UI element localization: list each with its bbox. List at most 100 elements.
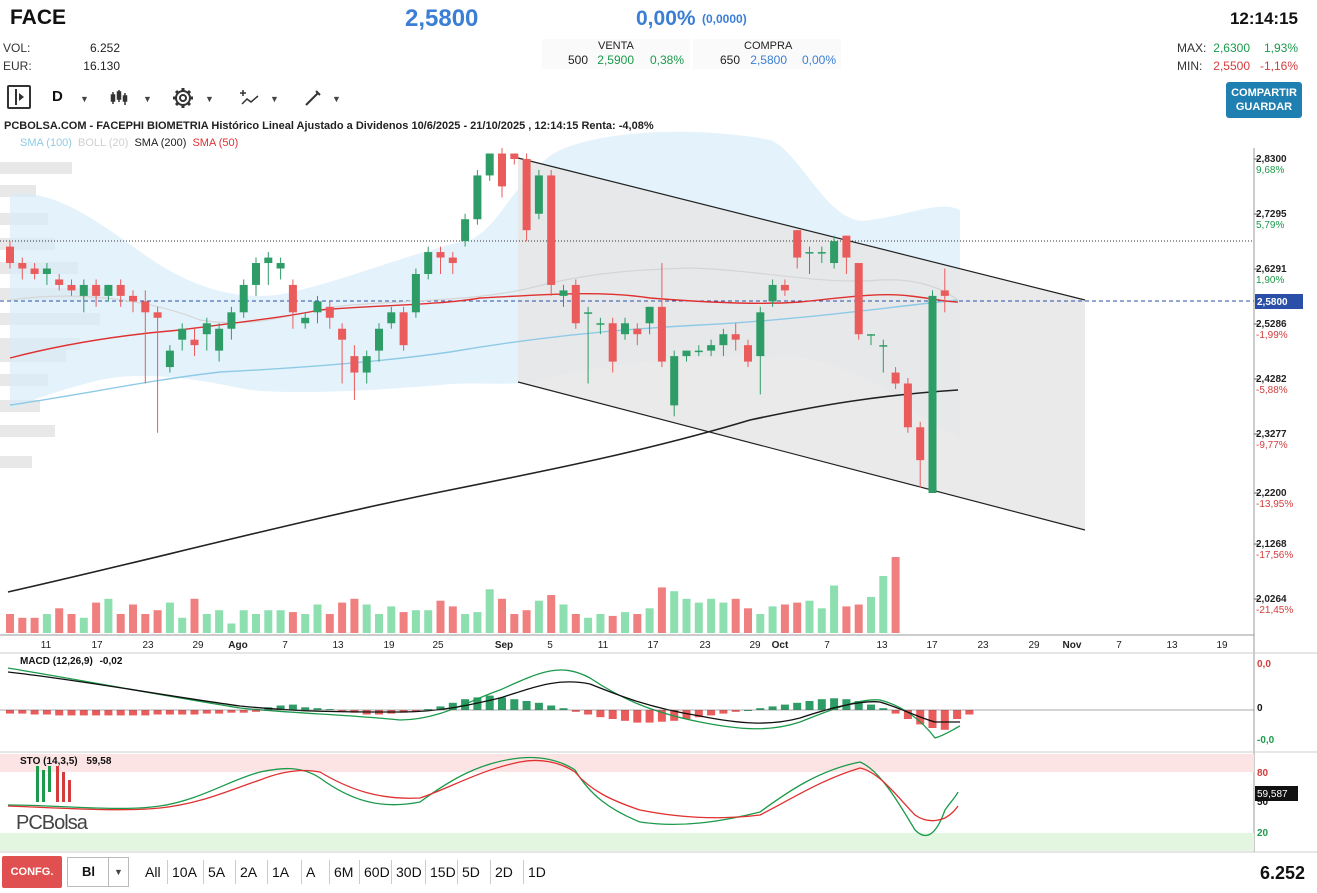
candle[interactable]: [55, 279, 64, 285]
candle[interactable]: [731, 334, 740, 340]
candle[interactable]: [940, 290, 949, 296]
candle[interactable]: [473, 175, 482, 220]
candle[interactable]: [756, 312, 765, 357]
candle[interactable]: [485, 153, 494, 176]
candle[interactable]: [744, 345, 752, 362]
candle[interactable]: [18, 263, 27, 269]
candle[interactable]: [42, 268, 51, 274]
candle[interactable]: [276, 263, 285, 269]
candle[interactable]: [424, 252, 433, 274]
candle[interactable]: [584, 312, 593, 314]
candle[interactable]: [768, 284, 777, 302]
candle[interactable]: [522, 159, 531, 231]
period-button-5a[interactable]: 5A: [208, 864, 226, 880]
period-button-30d[interactable]: 30D: [396, 864, 422, 880]
candle[interactable]: [682, 350, 691, 357]
candle[interactable]: [559, 290, 568, 296]
candle[interactable]: [854, 263, 863, 335]
candle[interactable]: [264, 257, 273, 264]
chart-type-icon[interactable]: [110, 88, 132, 106]
legend-sma100[interactable]: SMA (100): [20, 137, 72, 149]
legend-sma200[interactable]: SMA (200): [134, 137, 187, 149]
candle[interactable]: [805, 252, 814, 254]
candle[interactable]: [313, 301, 322, 313]
candle[interactable]: [362, 356, 371, 373]
candle[interactable]: [547, 175, 556, 285]
candle[interactable]: [596, 323, 605, 325]
candle[interactable]: [350, 356, 359, 373]
period-button-a[interactable]: A: [306, 864, 316, 880]
candle[interactable]: [288, 284, 297, 313]
candle[interactable]: [621, 323, 629, 335]
period-button-all[interactable]: All: [145, 864, 161, 880]
period-button-2a[interactable]: 2A: [240, 864, 258, 880]
candle[interactable]: [301, 317, 310, 324]
candle[interactable]: [534, 175, 543, 214]
candle[interactable]: [252, 263, 260, 285]
candle[interactable]: [867, 334, 875, 336]
period-button-15d[interactable]: 15D: [430, 864, 456, 880]
candle[interactable]: [571, 284, 580, 324]
candle[interactable]: [239, 284, 248, 313]
period-button-6m[interactable]: 6M: [334, 864, 354, 880]
candle[interactable]: [104, 284, 113, 296]
candle[interactable]: [178, 328, 187, 340]
candle[interactable]: [891, 372, 900, 384]
candle[interactable]: [215, 328, 224, 351]
candle[interactable]: [694, 350, 703, 353]
candle[interactable]: [916, 427, 925, 461]
chart-type-select[interactable]: Bl ▼: [67, 857, 129, 887]
candle[interactable]: [842, 235, 851, 258]
candle[interactable]: [30, 268, 39, 274]
chevron-down-icon[interactable]: ▼: [332, 94, 341, 104]
chevron-down-icon[interactable]: ▼: [205, 94, 214, 104]
chevron-down-icon[interactable]: ▼: [143, 94, 152, 104]
candle[interactable]: [645, 306, 654, 324]
period-button-1a[interactable]: 1A: [272, 864, 290, 880]
candle[interactable]: [375, 328, 383, 351]
period-button-1d[interactable]: 1D: [528, 864, 546, 880]
chevron-down-icon[interactable]: ▼: [270, 94, 279, 104]
candle[interactable]: [608, 323, 617, 362]
legend-sma50[interactable]: SMA (50): [192, 137, 239, 149]
candle[interactable]: [707, 345, 716, 351]
candle[interactable]: [92, 284, 101, 296]
candle[interactable]: [411, 273, 420, 313]
period-button-5d[interactable]: 5D: [462, 864, 480, 880]
sidebar-toggle-button[interactable]: [7, 85, 31, 109]
candle[interactable]: [903, 383, 912, 428]
share-save-button[interactable]: COMPARTIR GUARDAR: [1226, 82, 1302, 118]
candle[interactable]: [498, 153, 506, 187]
candle[interactable]: [165, 350, 174, 368]
candle[interactable]: [817, 252, 826, 254]
candle[interactable]: [461, 219, 470, 242]
candle[interactable]: [338, 328, 347, 340]
candle[interactable]: [928, 295, 937, 493]
candle[interactable]: [116, 284, 125, 296]
candle[interactable]: [670, 356, 679, 406]
period-button-60d[interactable]: 60D: [364, 864, 390, 880]
candle[interactable]: [79, 284, 88, 296]
config-button[interactable]: CONFG.: [2, 856, 62, 888]
legend-boll[interactable]: BOLL (20): [78, 137, 129, 149]
candle[interactable]: [190, 339, 199, 346]
period-button-2d[interactable]: 2D: [495, 864, 513, 880]
candle[interactable]: [657, 306, 666, 362]
gear-icon[interactable]: [172, 87, 194, 109]
candle[interactable]: [153, 312, 162, 318]
chevron-down-icon[interactable]: ▼: [80, 94, 89, 104]
period-selector[interactable]: D: [52, 88, 63, 105]
candle[interactable]: [830, 241, 839, 264]
candle[interactable]: [325, 306, 334, 318]
candle[interactable]: [879, 345, 888, 347]
candle[interactable]: [633, 328, 642, 335]
candle[interactable]: [448, 257, 457, 264]
candle[interactable]: [129, 295, 137, 302]
candle[interactable]: [780, 284, 789, 291]
period-button-10a[interactable]: 10A: [172, 864, 197, 880]
candle[interactable]: [6, 246, 14, 264]
candle[interactable]: [719, 334, 728, 346]
candle[interactable]: [436, 252, 445, 258]
candle[interactable]: [202, 323, 211, 335]
